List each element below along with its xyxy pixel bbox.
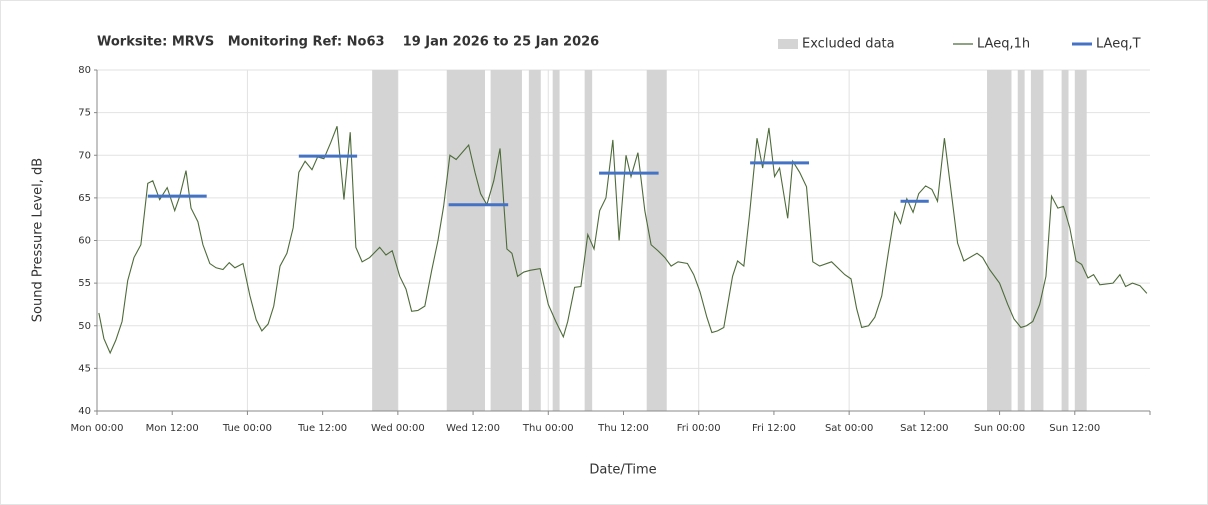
y-tick-label: 45 <box>78 363 91 374</box>
y-tick-label: 80 <box>78 65 91 76</box>
y-tick-label: 65 <box>78 193 91 204</box>
x-tick-label: Mon 00:00 <box>70 423 123 434</box>
excluded-band <box>552 70 560 411</box>
legend-label: LAeq,T <box>1096 37 1141 52</box>
chart-title: Worksite: MRVS Monitoring Ref: No63 19 J… <box>97 35 599 50</box>
y-tick-label: 40 <box>78 406 91 417</box>
excluded-band <box>372 70 398 411</box>
excluded-band <box>584 70 593 411</box>
y-tick-label: 70 <box>78 150 91 161</box>
x-tick-label: Sun 12:00 <box>1049 423 1100 434</box>
x-tick-label: Fri 00:00 <box>677 423 721 434</box>
excluded-band <box>528 70 541 411</box>
y-tick-label: 60 <box>78 236 91 247</box>
x-tick-label: Thu 12:00 <box>597 423 649 434</box>
excluded-band <box>1017 70 1025 411</box>
x-tick-label: Sat 12:00 <box>900 423 948 434</box>
x-tick-label: Sat 00:00 <box>825 423 873 434</box>
excluded-band <box>1074 70 1087 411</box>
x-tick-label: Fri 12:00 <box>752 423 796 434</box>
legend-label: Excluded data <box>802 37 895 52</box>
excluded-band <box>646 70 667 411</box>
y-tick-label: 50 <box>78 321 91 332</box>
y-axis-label: Sound Pressure Level, dB <box>31 158 46 322</box>
excluded-band <box>1061 70 1069 411</box>
x-tick-label: Mon 12:00 <box>146 423 199 434</box>
x-axis-label: Date/Time <box>589 463 656 478</box>
legend-swatch <box>778 39 798 49</box>
y-tick-label: 55 <box>78 278 91 289</box>
x-tick-label: Wed 12:00 <box>446 423 500 434</box>
excluded-band <box>987 70 1012 411</box>
excluded-band <box>1030 70 1044 411</box>
x-tick-label: Tue 00:00 <box>222 423 272 434</box>
legend-label: LAeq,1h <box>977 37 1030 52</box>
y-tick-label: 75 <box>78 108 91 119</box>
line-series <box>98 126 1148 355</box>
x-tick-label: Thu 00:00 <box>522 423 574 434</box>
x-tick-label: Sun 00:00 <box>974 423 1025 434</box>
excluded-band <box>446 70 485 411</box>
x-tick-label: Tue 12:00 <box>297 423 347 434</box>
x-tick-label: Wed 00:00 <box>371 423 425 434</box>
